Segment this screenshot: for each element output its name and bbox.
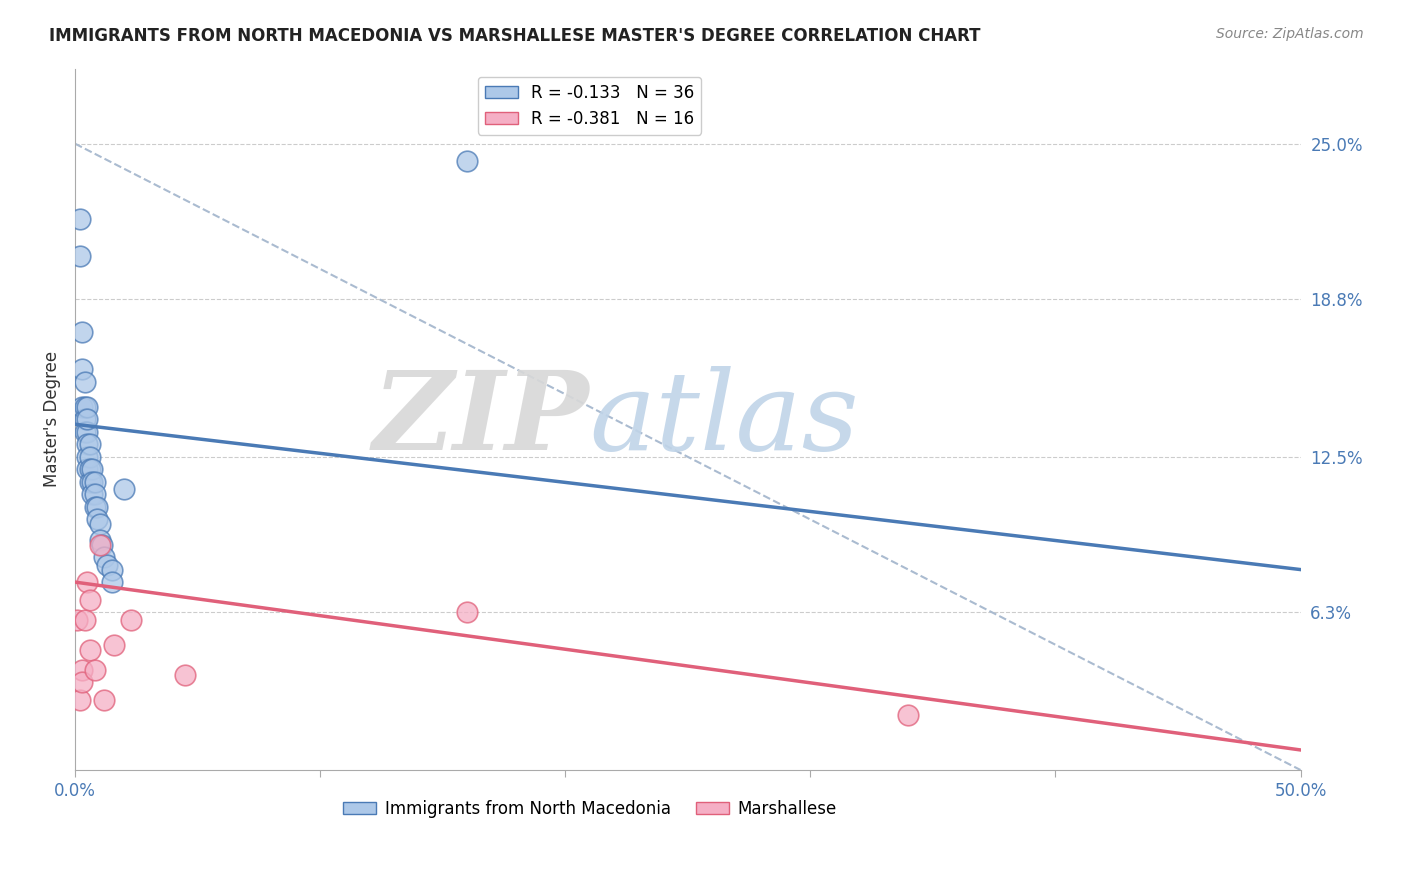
Point (69, 211, 91, 226)
Point (86, 500, 108, 514)
Point (86, 512, 108, 526)
Point (456, 605, 478, 619)
Point (72, 325, 94, 339)
Point (79, 475, 101, 489)
Point (112, 483, 135, 497)
Point (82, 475, 104, 489)
Point (79, 462, 101, 476)
Point (82, 462, 104, 476)
Point (72, 362, 94, 376)
Point (96, 558, 118, 572)
Point (69, 249, 91, 263)
Point (79, 592, 101, 607)
Text: atlas: atlas (589, 366, 859, 473)
Point (100, 563, 122, 577)
Point (73, 375, 96, 389)
Point (79, 437, 101, 451)
Point (83, 500, 105, 514)
Point (100, 575, 122, 590)
Point (89, 533, 111, 547)
Point (103, 638, 125, 652)
Point (73, 400, 96, 414)
Legend: Immigrants from North Macedonia, Marshallese: Immigrants from North Macedonia, Marshal… (336, 794, 844, 825)
Text: Source: ZipAtlas.com: Source: ZipAtlas.com (1216, 27, 1364, 41)
Point (76, 450, 98, 464)
Point (69, 693, 91, 707)
Point (897, 707, 920, 722)
Y-axis label: Master's Degree: Master's Degree (44, 351, 60, 487)
Point (73, 412, 96, 426)
Point (83, 663, 105, 677)
Point (73, 613, 96, 627)
Point (174, 667, 197, 681)
Point (93, 693, 115, 707)
Point (83, 475, 105, 489)
Point (66, 613, 89, 627)
Point (89, 537, 111, 551)
Point (79, 642, 101, 657)
Point (72, 675, 94, 690)
Point (76, 400, 98, 414)
Point (76, 462, 98, 476)
Point (76, 437, 98, 451)
Text: ZIP: ZIP (373, 366, 589, 473)
Point (72, 400, 94, 414)
Point (76, 412, 98, 426)
Point (72, 663, 94, 677)
Point (89, 517, 111, 532)
Point (79, 450, 101, 464)
Point (73, 425, 96, 439)
Text: IMMIGRANTS FROM NORTH MACEDONIA VS MARSHALLESE MASTER'S DEGREE CORRELATION CHART: IMMIGRANTS FROM NORTH MACEDONIA VS MARSH… (49, 27, 981, 45)
Point (120, 613, 142, 627)
Point (76, 425, 98, 439)
Point (93, 549, 115, 564)
Point (83, 487, 105, 501)
Point (76, 575, 98, 590)
Point (456, 154, 478, 169)
Point (91, 537, 114, 551)
Point (82, 487, 104, 501)
